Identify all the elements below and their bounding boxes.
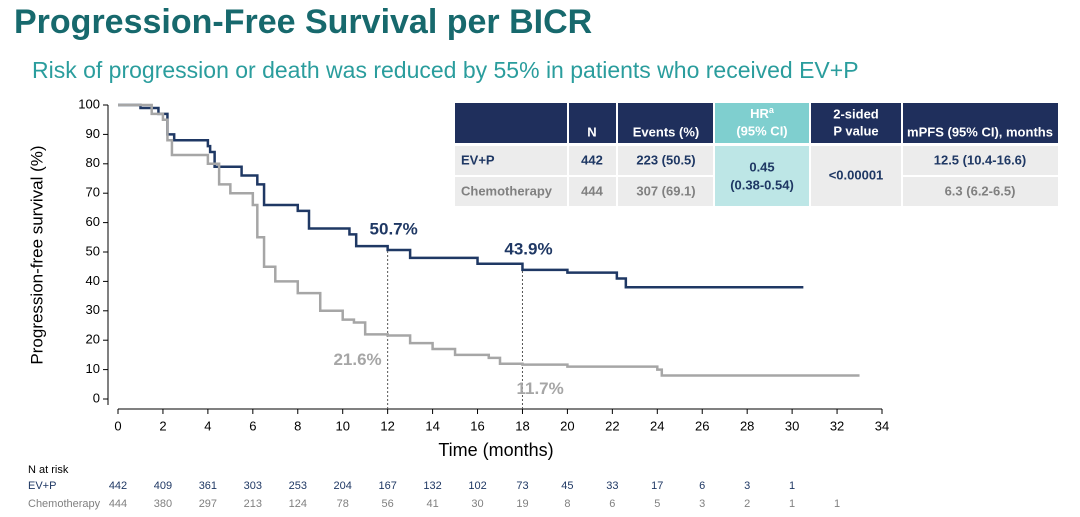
x-tick-label: 18 [515, 418, 529, 433]
at-risk-value: 78 [337, 498, 349, 510]
at-risk-value: 17 [651, 480, 663, 492]
at-risk-row-label: Chemotherapy [28, 498, 101, 510]
at-risk-value: 3 [744, 480, 750, 492]
at-risk-value: 204 [334, 480, 352, 492]
table-cell: 223 (50.5) [636, 152, 695, 167]
y-tick-label: 50 [86, 243, 100, 258]
x-tick-label: 28 [740, 418, 754, 433]
at-risk-value: 19 [516, 498, 528, 510]
hr-label: HR [750, 106, 769, 121]
annotation: 43.9% [504, 239, 552, 258]
y-tick-label: 10 [86, 361, 100, 376]
x-tick-label: 34 [875, 418, 889, 433]
at-risk-value: 45 [561, 480, 573, 492]
at-risk-value: 253 [289, 480, 307, 492]
x-tick-label: 8 [294, 418, 301, 433]
x-tick-label: 12 [380, 418, 394, 433]
y-tick-label: 70 [86, 185, 100, 200]
at-risk-value: 124 [289, 498, 307, 510]
at-risk-value: 33 [606, 480, 618, 492]
y-tick-label: 30 [86, 302, 100, 317]
x-tick-label: 10 [335, 418, 349, 433]
at-risk-value: 30 [471, 498, 483, 510]
table-cell: <0.00001 [829, 167, 884, 182]
at-risk-value: 8 [564, 498, 570, 510]
at-risk-value: 409 [154, 480, 172, 492]
x-tick-label: 32 [830, 418, 844, 433]
at-risk-value: 444 [109, 498, 127, 510]
table-header-cell: mPFS (95% CI), months [907, 124, 1053, 139]
at-risk-value: 3 [699, 498, 705, 510]
at-risk-value: 1 [834, 498, 840, 510]
hr-sup: a [769, 105, 775, 115]
at-risk-value: 102 [468, 480, 486, 492]
table-cell: (0.38-0.54) [730, 177, 794, 192]
x-tick-label: 4 [204, 418, 211, 433]
at-risk-value: 167 [378, 480, 396, 492]
table-header-cell: Events (%) [633, 124, 699, 139]
y-tick-label: 90 [86, 126, 100, 141]
y-tick-label: 60 [86, 214, 100, 229]
survival-curve [118, 103, 804, 289]
x-tick-label: 24 [650, 418, 664, 433]
table-header-cell: HRa [750, 105, 775, 121]
at-risk-value: 1 [789, 480, 795, 492]
x-tick-label: 22 [605, 418, 619, 433]
at-risk-title: N at risk [28, 464, 69, 476]
x-tick-label: 26 [695, 418, 709, 433]
at-risk-value: 1 [789, 498, 795, 510]
at-risk-value: 2 [744, 498, 750, 510]
y-tick-label: 100 [78, 96, 100, 111]
table-cell: Chemotherapy [461, 183, 553, 198]
table-cell: 442 [581, 152, 603, 167]
table-header-cell: N [587, 124, 596, 139]
x-tick-label: 30 [785, 418, 799, 433]
table-p-cell [810, 146, 902, 206]
at-risk-value: 297 [199, 498, 217, 510]
x-tick-label: 2 [159, 418, 166, 433]
table-cell: EV+P [461, 152, 495, 167]
table-header-hr [714, 103, 810, 143]
x-tick-label: 16 [470, 418, 484, 433]
at-risk-value: 6 [699, 480, 705, 492]
y-tick-label: 80 [86, 155, 100, 170]
at-risk-value: 132 [423, 480, 441, 492]
y-tick-label: 0 [93, 390, 100, 405]
y-tick-label: 20 [86, 332, 100, 347]
table-cell: 0.45 [749, 159, 774, 174]
table-header-cell: 2-sided [833, 106, 879, 121]
chart-subtitle: Risk of progression or death was reduced… [32, 57, 859, 83]
chart-title: Progression-Free Survival per BICR [14, 3, 592, 41]
x-axis-label: Time (months) [438, 440, 553, 460]
x-tick-label: 20 [560, 418, 574, 433]
at-risk-value: 213 [244, 498, 262, 510]
table-cell: 444 [581, 183, 603, 198]
survival-curve [118, 103, 860, 377]
y-tick-label: 40 [86, 273, 100, 288]
at-risk-value: 73 [516, 480, 528, 492]
at-risk-value: 41 [426, 498, 438, 510]
at-risk-value: 56 [382, 498, 394, 510]
annotation: 21.6% [333, 350, 381, 369]
at-risk-value: 361 [199, 480, 217, 492]
table-cell: 307 (69.1) [636, 183, 695, 198]
at-risk-value: 6 [609, 498, 615, 510]
at-risk-value: 442 [109, 480, 127, 492]
table-header-cell: (95% CI) [736, 123, 787, 138]
table-cell: 6.3 (6.2-6.5) [945, 183, 1016, 198]
at-risk-value: 5 [654, 498, 660, 510]
table-hr-cell [714, 146, 810, 206]
at-risk-value: 303 [244, 480, 262, 492]
x-tick-label: 0 [114, 418, 121, 433]
at-risk-row-label: EV+P [28, 480, 56, 492]
table-header-cell: P value [833, 123, 878, 138]
x-tick-label: 6 [249, 418, 256, 433]
x-tick-label: 14 [425, 418, 439, 433]
table-cell: 12.5 (10.4-16.6) [934, 152, 1027, 167]
annotation: 11.7% [516, 379, 563, 398]
annotation: 50.7% [370, 219, 418, 238]
y-axis-label: Progression-free survival (%) [27, 145, 46, 364]
at-risk-value: 380 [154, 498, 172, 510]
